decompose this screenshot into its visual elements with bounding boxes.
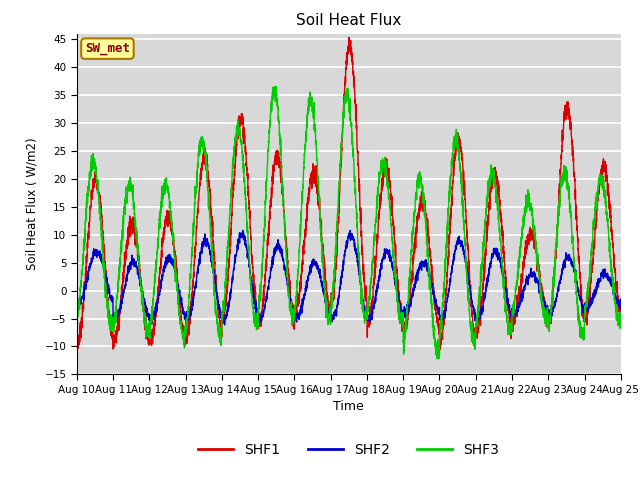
Legend: SHF1, SHF2, SHF3: SHF1, SHF2, SHF3 bbox=[193, 438, 505, 463]
Y-axis label: Soil Heat Flux ( W/m2): Soil Heat Flux ( W/m2) bbox=[26, 138, 39, 270]
X-axis label: Time: Time bbox=[333, 400, 364, 413]
SHF1 bbox=[566, 113, 573, 119]
SHF2 bbox=[402, 307, 410, 312]
SHF2 bbox=[73, 296, 81, 302]
SHF3 bbox=[412, 196, 419, 202]
SHF3 bbox=[566, 191, 573, 196]
Line: SHF3: SHF3 bbox=[77, 86, 621, 359]
SHF3 bbox=[617, 317, 625, 323]
SHF3 bbox=[189, 221, 197, 227]
SHF2 bbox=[566, 253, 573, 259]
SHF1 bbox=[345, 35, 353, 40]
SHF1 bbox=[189, 276, 197, 281]
SHF3 bbox=[73, 318, 81, 324]
SHF3 bbox=[433, 356, 441, 361]
SHF3 bbox=[225, 226, 232, 231]
SHF1 bbox=[617, 307, 625, 312]
SHF1 bbox=[412, 232, 419, 238]
SHF2 bbox=[239, 228, 246, 233]
SHF2 bbox=[412, 276, 419, 281]
SHF2 bbox=[225, 303, 233, 309]
SHF1 bbox=[73, 330, 81, 336]
SHF2 bbox=[617, 303, 625, 309]
Text: SW_met: SW_met bbox=[85, 42, 130, 55]
Line: SHF1: SHF1 bbox=[77, 37, 621, 350]
SHF3 bbox=[402, 327, 410, 333]
SHF1 bbox=[225, 257, 232, 263]
SHF3 bbox=[271, 84, 278, 89]
SHF2 bbox=[221, 322, 228, 328]
Line: SHF2: SHF2 bbox=[77, 230, 621, 325]
SHF1 bbox=[402, 325, 410, 331]
SHF2 bbox=[617, 296, 625, 302]
SHF1 bbox=[436, 347, 444, 353]
SHF1 bbox=[617, 300, 625, 306]
SHF3 bbox=[617, 316, 625, 322]
SHF2 bbox=[189, 297, 197, 303]
Title: Soil Heat Flux: Soil Heat Flux bbox=[296, 13, 401, 28]
